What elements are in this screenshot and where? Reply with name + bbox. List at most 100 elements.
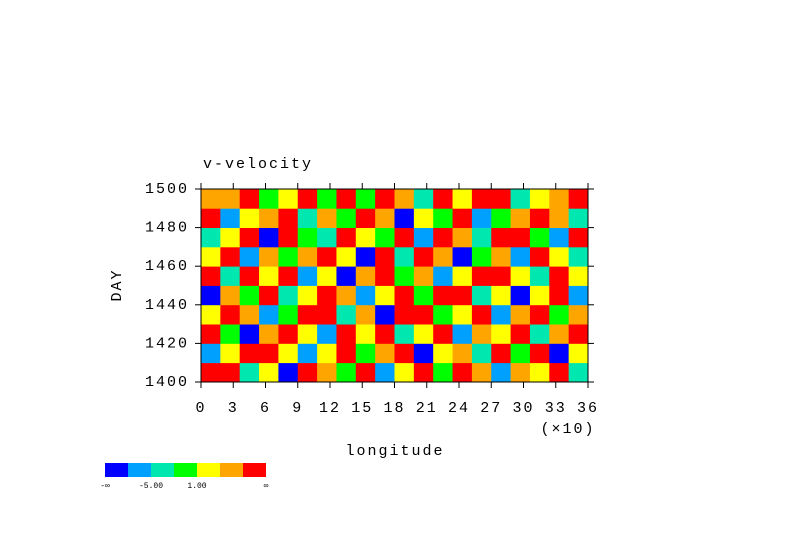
heat-cell	[568, 266, 589, 286]
x-tick-label: 30	[512, 400, 534, 417]
heat-cell	[510, 246, 531, 267]
heat-cell	[471, 208, 492, 228]
heat-cell	[433, 285, 453, 306]
heat-cell	[336, 285, 357, 306]
heat-cell	[510, 343, 531, 364]
heat-cell	[201, 189, 221, 209]
colorbar-label: -5.00	[139, 482, 163, 491]
heat-cell	[413, 343, 434, 364]
x-tick-label: 24	[448, 400, 470, 417]
heat-cell	[239, 227, 260, 248]
y-axis-label: DAY	[109, 268, 126, 301]
heat-cell	[452, 266, 473, 286]
heat-cell	[549, 343, 570, 364]
heat-cell	[413, 266, 434, 286]
heat-cell	[220, 208, 241, 228]
heat-cell	[220, 304, 241, 325]
heat-cell	[239, 285, 260, 306]
colorbar-swatch	[243, 463, 266, 477]
colorbar-label: ∞	[264, 482, 269, 491]
heat-cell	[336, 362, 357, 383]
heat-cell	[433, 362, 453, 383]
heat-cell	[549, 324, 570, 344]
heat-cell	[529, 246, 550, 267]
heat-cell	[529, 304, 550, 325]
heat-cell	[297, 266, 318, 286]
heat-cell	[375, 266, 395, 286]
heat-cell	[549, 285, 570, 306]
heat-cell	[278, 343, 299, 364]
heat-cell	[297, 246, 318, 267]
heat-cell	[355, 343, 376, 364]
heat-cell	[568, 227, 589, 248]
heat-cell	[336, 189, 357, 209]
heat-cell	[201, 362, 221, 383]
heat-cell	[394, 246, 415, 267]
heat-cell	[375, 189, 395, 209]
heat-cell	[491, 304, 511, 325]
heat-cell	[433, 208, 453, 228]
heat-cell	[278, 227, 299, 248]
heat-cell	[433, 266, 453, 286]
heat-cell	[491, 227, 511, 248]
heat-cell	[375, 208, 395, 228]
heat-cell	[491, 246, 511, 267]
heat-cell	[259, 324, 279, 344]
heat-cell	[259, 285, 279, 306]
heat-cell	[259, 189, 279, 209]
heat-cell	[355, 227, 376, 248]
heat-cell	[394, 285, 415, 306]
heat-cell	[529, 324, 550, 344]
heat-cell	[317, 246, 337, 267]
heat-cell	[336, 246, 357, 267]
heat-cell	[433, 304, 453, 325]
colorbar-swatch	[105, 463, 128, 477]
heat-cell	[375, 304, 395, 325]
x-tick-label: 21	[416, 400, 438, 417]
heat-cell	[220, 362, 241, 383]
heat-cell	[297, 343, 318, 364]
heat-cell	[317, 304, 337, 325]
heat-cell	[452, 324, 473, 344]
heat-cell	[355, 324, 376, 344]
heat-cell	[297, 304, 318, 325]
heat-cell	[259, 246, 279, 267]
x-tick-label: 33	[545, 400, 567, 417]
heat-cell	[549, 227, 570, 248]
heat-cell	[413, 189, 434, 209]
heat-cell	[529, 266, 550, 286]
heat-cell	[413, 285, 434, 306]
heat-cell	[471, 304, 492, 325]
heat-cell	[375, 285, 395, 306]
heat-cell	[239, 362, 260, 383]
heat-cell	[433, 227, 453, 248]
heat-cell	[278, 189, 299, 209]
heat-cell	[201, 324, 221, 344]
heat-cell	[471, 343, 492, 364]
heat-cell	[259, 266, 279, 286]
heat-cell	[297, 324, 318, 344]
heat-cell	[355, 304, 376, 325]
heat-cell	[259, 362, 279, 383]
heat-cell	[355, 362, 376, 383]
heat-cell	[568, 246, 589, 267]
heat-cell	[278, 266, 299, 286]
heat-cell	[355, 189, 376, 209]
heat-cell	[201, 227, 221, 248]
heat-cell	[317, 266, 337, 286]
heat-cell	[549, 246, 570, 267]
heat-cell	[413, 208, 434, 228]
heat-cell	[355, 208, 376, 228]
heat-cell	[375, 324, 395, 344]
heat-cell	[336, 343, 357, 364]
heat-cell	[568, 362, 589, 383]
heat-cell	[317, 324, 337, 344]
colorbar-label: -∞	[100, 482, 110, 491]
heat-cell	[549, 266, 570, 286]
heat-cell	[413, 246, 434, 267]
heat-cell	[297, 362, 318, 383]
heat-cell	[220, 285, 241, 306]
heat-cell	[239, 246, 260, 267]
heat-cell	[433, 246, 453, 267]
